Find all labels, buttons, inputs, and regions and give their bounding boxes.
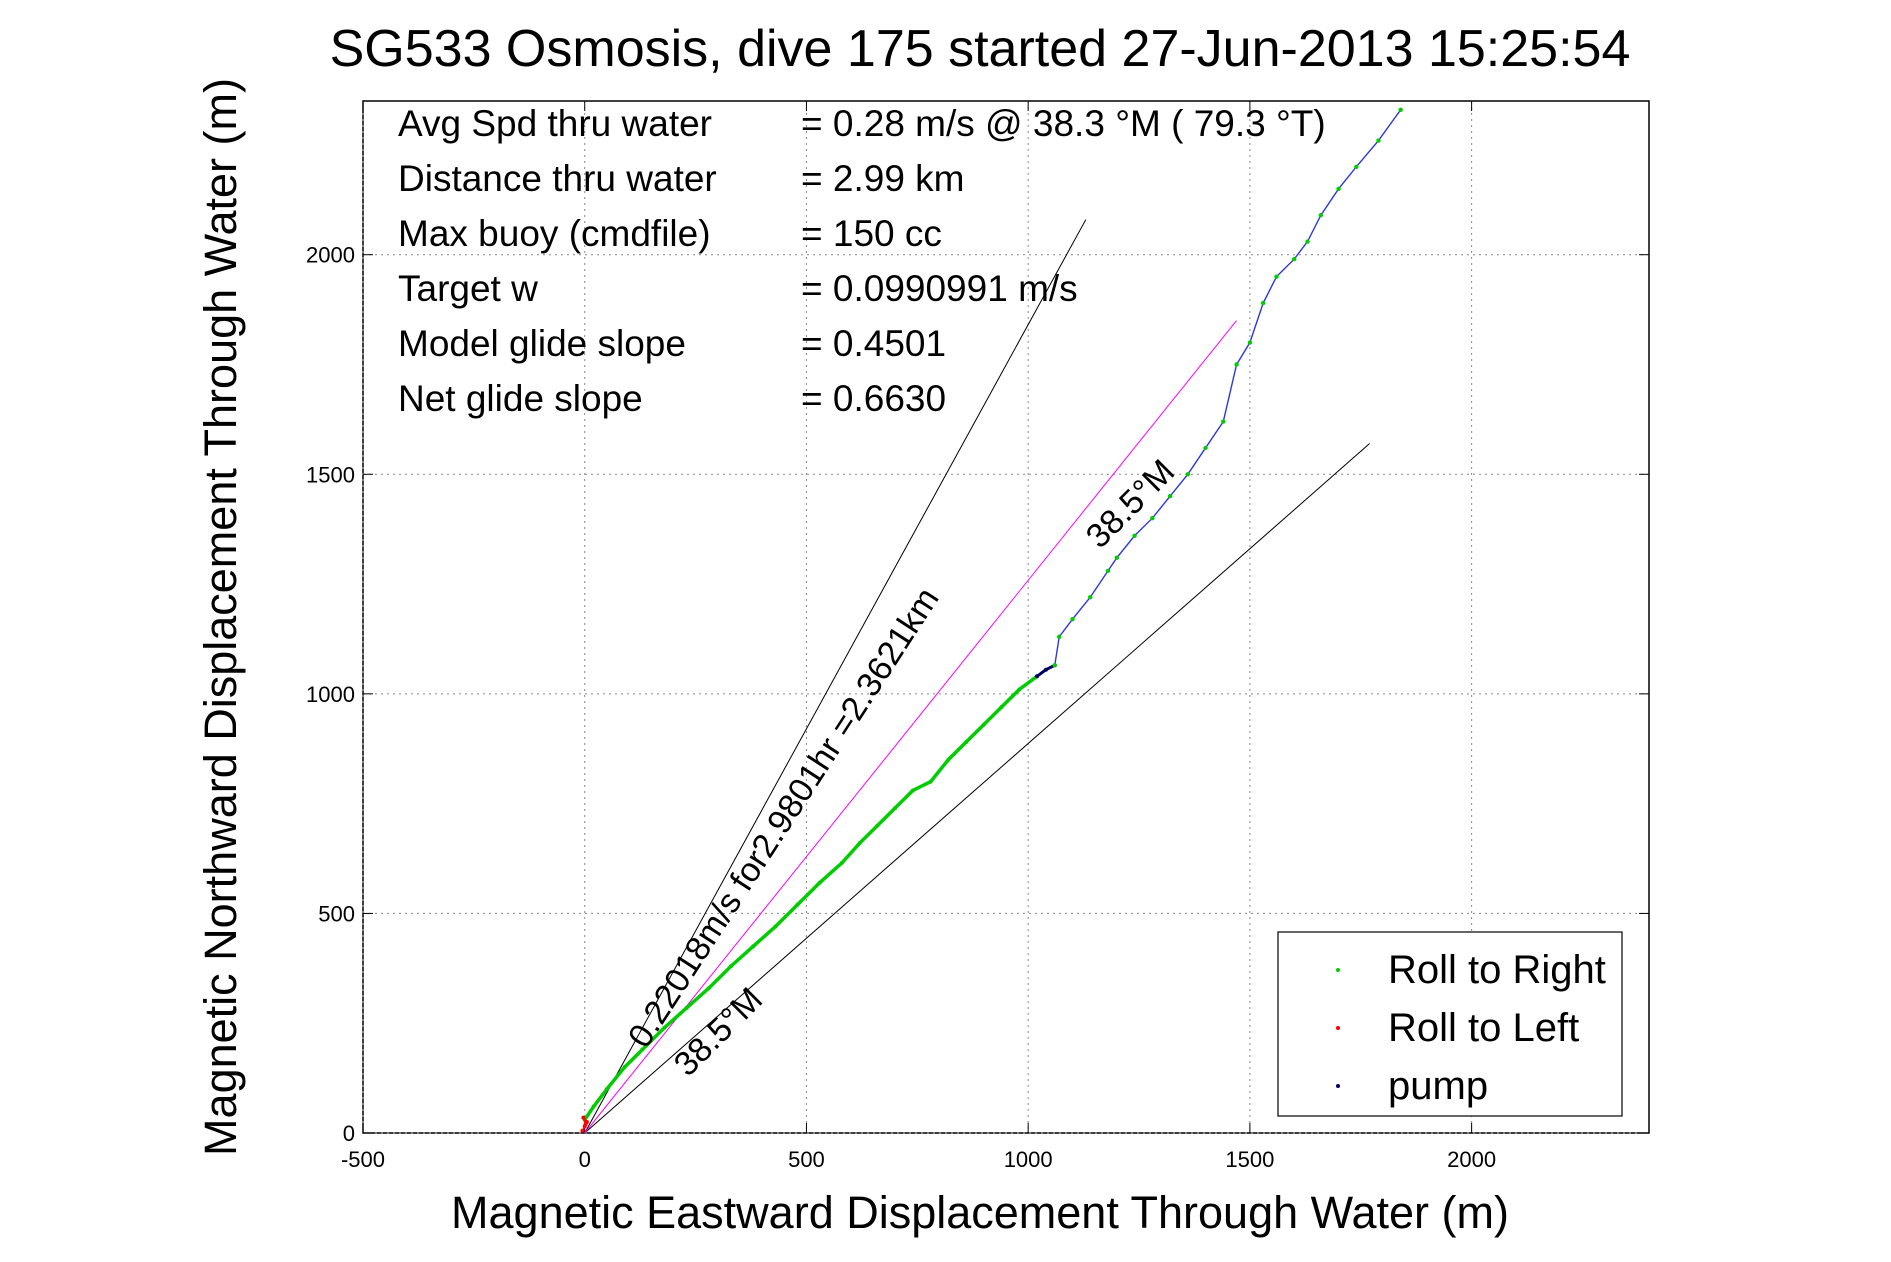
data-point bbox=[1105, 568, 1111, 574]
x-axis-label: Magnetic Eastward Displacement Through W… bbox=[451, 1187, 1509, 1238]
data-point bbox=[729, 964, 734, 969]
data-point bbox=[1203, 445, 1208, 451]
stat-value: = 0.0990991 m/s bbox=[801, 268, 1078, 309]
y-axis-ticks: 0 500 1000 1500 2000 bbox=[306, 243, 1649, 1146]
data-point bbox=[1185, 472, 1191, 477]
data-series bbox=[580, 107, 1403, 1133]
data-point bbox=[1247, 340, 1253, 345]
data-point bbox=[662, 1025, 667, 1030]
y-tick-label: 500 bbox=[318, 901, 355, 926]
x-axis-ticks: -500 0 500 1000 1500 2000 bbox=[341, 101, 1496, 1172]
legend-marker-roll-right bbox=[1336, 968, 1340, 972]
reference-line bbox=[584, 219, 1087, 1134]
data-point bbox=[1150, 515, 1155, 521]
data-point bbox=[1318, 212, 1324, 218]
reference-line bbox=[584, 320, 1237, 1134]
data-point bbox=[1017, 687, 1022, 692]
data-point bbox=[964, 740, 969, 745]
data-point bbox=[1057, 634, 1062, 639]
y-axis-label: Magnetic Northward Displacement Through … bbox=[195, 78, 246, 1156]
x-tick-label: 2000 bbox=[1447, 1147, 1496, 1172]
data-point bbox=[591, 1104, 596, 1109]
data-point bbox=[795, 902, 800, 907]
stat-value: = 150 cc bbox=[801, 213, 942, 254]
data-point bbox=[1305, 239, 1310, 244]
data-point bbox=[684, 1005, 689, 1010]
data-point bbox=[1167, 494, 1173, 499]
data-point bbox=[1088, 595, 1093, 600]
data-point bbox=[1070, 616, 1075, 622]
data-point bbox=[839, 860, 844, 865]
data-point bbox=[928, 779, 933, 784]
stat-label: Model glide slope bbox=[398, 323, 686, 364]
stat-label: Max buoy (cmdfile) bbox=[398, 213, 711, 254]
data-point bbox=[1398, 107, 1403, 112]
legend: Roll to Right Roll to Left pump bbox=[1277, 931, 1623, 1117]
legend-label: Roll to Right bbox=[1388, 948, 1606, 992]
data-point bbox=[1234, 362, 1239, 367]
data-point bbox=[640, 1047, 645, 1052]
data-point bbox=[1035, 674, 1040, 679]
y-tick-label: 1500 bbox=[306, 462, 355, 487]
x-tick-label: 500 bbox=[788, 1147, 825, 1172]
stat-label: Distance thru water bbox=[398, 158, 717, 199]
legend-marker-roll-left bbox=[1336, 1026, 1340, 1030]
data-point bbox=[875, 823, 880, 828]
heading-reference-lines bbox=[584, 219, 1370, 1134]
x-tick-label: 1000 bbox=[1004, 1147, 1053, 1172]
data-point bbox=[981, 722, 986, 727]
stat-value: = 0.6630 bbox=[801, 378, 946, 419]
legend-label: pump bbox=[1388, 1064, 1488, 1108]
data-point bbox=[604, 1087, 609, 1092]
data-point bbox=[1043, 667, 1048, 672]
stat-label: Avg Spd thru water bbox=[398, 103, 712, 144]
data-point bbox=[751, 944, 756, 949]
data-point bbox=[910, 788, 915, 793]
data-point bbox=[1376, 138, 1381, 143]
x-tick-label: 1500 bbox=[1225, 1147, 1274, 1172]
data-point bbox=[1114, 555, 1120, 560]
stat-value: = 0.4501 bbox=[801, 323, 946, 364]
data-point bbox=[773, 924, 778, 929]
data-point bbox=[622, 1065, 627, 1070]
x-tick-label: -500 bbox=[341, 1147, 385, 1172]
legend-box bbox=[1277, 931, 1623, 1117]
data-point bbox=[1274, 274, 1279, 279]
data-point bbox=[817, 880, 822, 885]
legend-label: Roll to Left bbox=[1388, 1006, 1579, 1050]
grid-lines bbox=[362, 101, 1649, 1134]
y-tick-label: 2000 bbox=[306, 243, 355, 268]
reference-line bbox=[584, 443, 1370, 1134]
data-point bbox=[999, 705, 1004, 710]
stat-label: Net glide slope bbox=[398, 378, 643, 419]
data-point bbox=[583, 1122, 588, 1127]
stat-label: Target w bbox=[398, 268, 538, 309]
data-point bbox=[946, 757, 951, 762]
data-point bbox=[1354, 164, 1359, 170]
data-point bbox=[1052, 663, 1057, 668]
stats-block: Avg Spd thru water = 0.28 m/s @ 38.3 °M … bbox=[398, 103, 1326, 419]
data-point bbox=[1261, 300, 1266, 306]
data-point bbox=[1336, 186, 1341, 192]
stat-value: = 2.99 km bbox=[801, 158, 965, 199]
y-tick-label: 0 bbox=[343, 1121, 355, 1146]
data-point bbox=[581, 1115, 586, 1120]
y-tick-label: 1000 bbox=[306, 682, 355, 707]
legend-marker-pump bbox=[1336, 1084, 1340, 1088]
x-tick-label: 0 bbox=[579, 1147, 591, 1172]
data-point bbox=[706, 986, 711, 991]
data-point bbox=[893, 806, 898, 811]
data-point bbox=[1221, 419, 1226, 424]
data-point bbox=[857, 841, 862, 846]
stat-value: = 0.28 m/s @ 38.3 °M ( 79.3 °T) bbox=[801, 103, 1326, 144]
chart-title: SG533 Osmosis, dive 175 started 27-Jun-2… bbox=[330, 20, 1631, 78]
data-point bbox=[1292, 256, 1297, 262]
data-point bbox=[580, 1128, 585, 1133]
data-point bbox=[1132, 533, 1137, 538]
